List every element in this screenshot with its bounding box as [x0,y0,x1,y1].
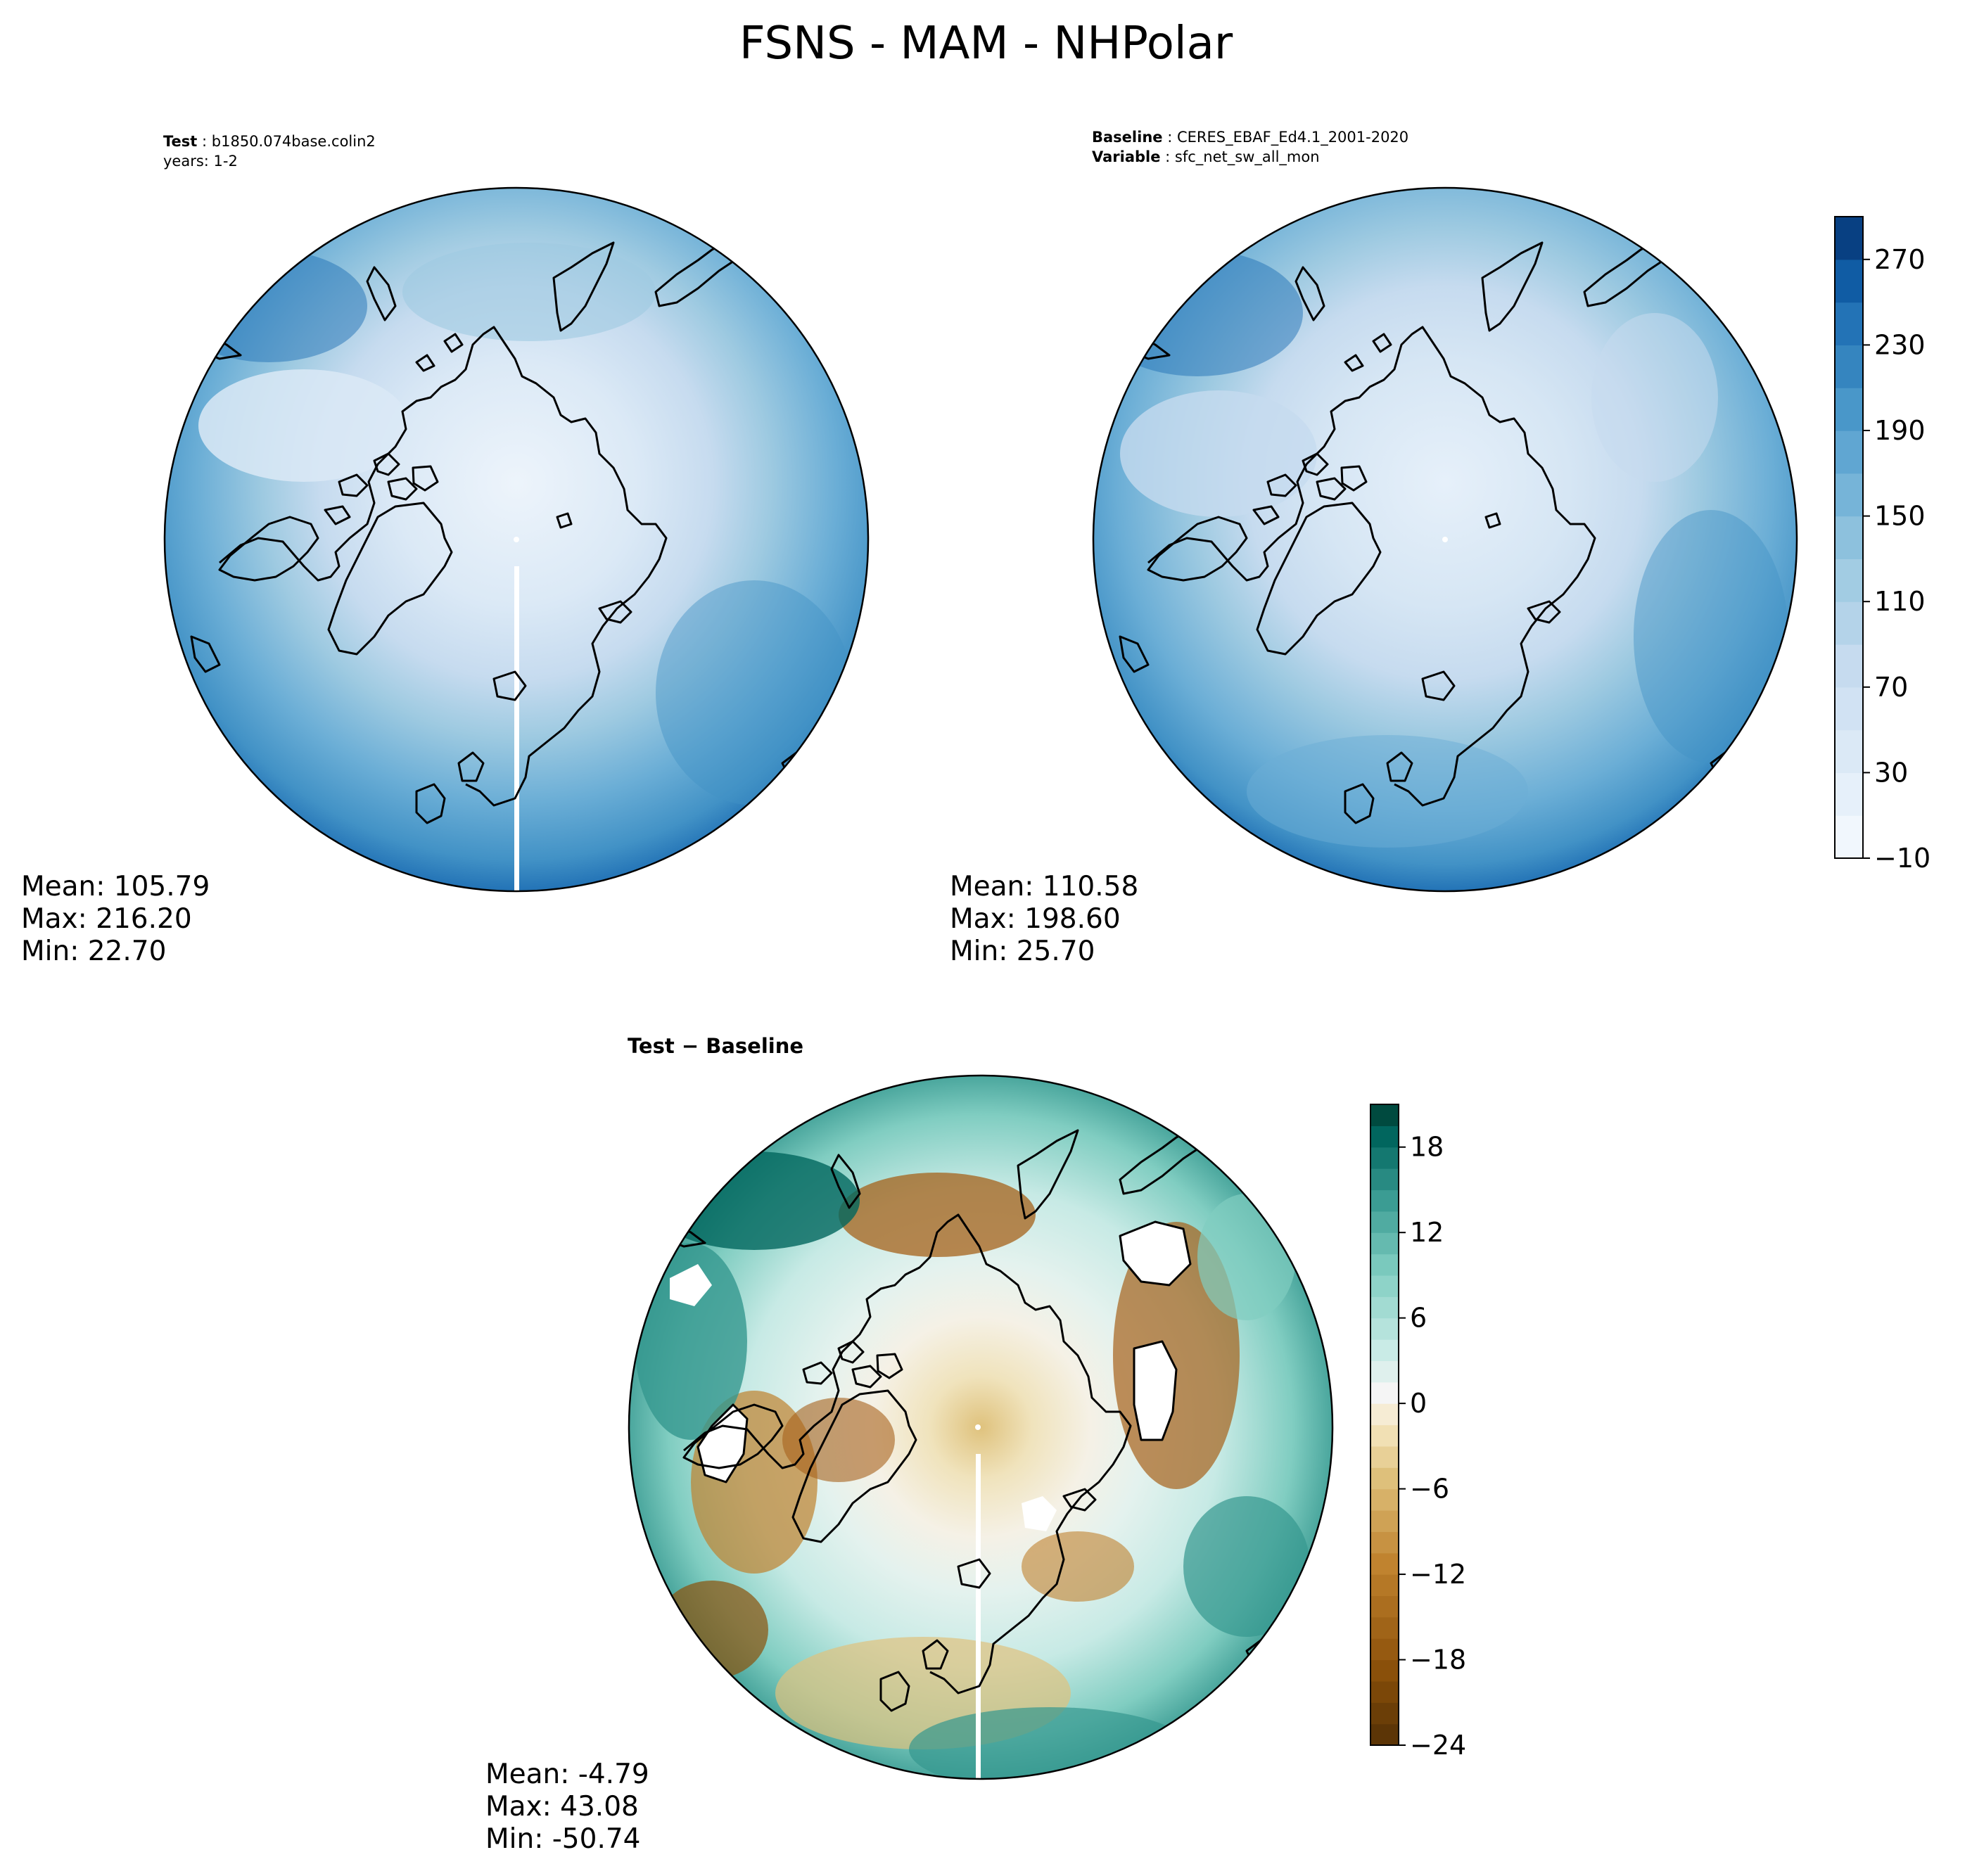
baseline-max: Max: 198.60 [950,903,1121,935]
blues-colorbar-tick-label: 270 [1874,244,1926,275]
brbg-colorbar-segment [1370,1680,1399,1703]
baseline-mean: Mean: 110.58 [950,871,1139,902]
brbg-colorbar-segment [1370,1232,1399,1255]
test-data-seam [514,566,519,891]
brbg-colorbar-segment [1370,1360,1399,1383]
blues-colorbar-segment [1835,345,1863,388]
brbg-colorbar-segment [1370,1702,1399,1725]
test-mean: Mean: 105.79 [21,871,210,902]
brbg-colorbar-segment [1370,1125,1399,1148]
blues-colorbar-segment [1835,302,1863,345]
blues-colorbar-frame [1834,216,1864,859]
brbg-colorbar-segment [1370,1467,1399,1490]
brbg-colorbar-tick-label: −18 [1410,1645,1466,1676]
brbg-colorbar-segment [1370,1424,1399,1447]
diff-data-seam [976,1454,981,1779]
brbg-colorbar-tick-label: 0 [1410,1388,1427,1419]
blues-colorbar-segment [1835,772,1863,816]
brbg-colorbar-tick-label: −12 [1410,1559,1466,1590]
diff-stats: Mean: -4.79 Max: 43.08 Min: -50.74 [485,1759,649,1856]
test-max: Max: 216.20 [21,903,192,935]
diff-mean: Mean: -4.79 [485,1759,649,1790]
brbg-colorbar-segment [1370,1616,1399,1639]
brbg-colorbar-segment [1370,1446,1399,1468]
brbg-colorbar: −24 −18 −12 −6 0 6 12 18 [1370,1104,1466,1761]
brbg-colorbar-segment [1370,1574,1399,1597]
baseline-header: Baseline : CERES_EBAF_Ed4.1_2001-2020 Va… [1092,129,1409,165]
brbg-colorbar-tick-label: −6 [1410,1474,1449,1505]
baseline-header-value2: sfc_net_sw_all_mon [1174,148,1320,165]
blues-colorbar-segment [1835,259,1863,303]
blues-colorbar-segment [1835,430,1863,474]
blues-colorbar-segment [1835,729,1863,773]
baseline-coastlines [1119,231,1734,824]
brbg-colorbar-segment [1370,1104,1399,1126]
blues-colorbar-tick-label: 190 [1874,415,1926,446]
brbg-colorbar-frame [1370,1104,1399,1746]
baseline-min: Min: 25.70 [950,936,1095,967]
test-stats: Mean: 105.79 Max: 216.20 Min: 22.70 [21,871,210,968]
baseline-map-boundary [1092,186,1798,893]
blues-colorbar-tick-label: 30 [1874,757,1908,788]
blues-colorbar-segment [1835,601,1863,645]
diff-max: Max: 43.08 [485,1791,639,1823]
brbg-colorbar-segment [1370,1339,1399,1361]
brbg-colorbar-segment [1370,1275,1399,1297]
brbg-colorbar-segment [1370,1723,1399,1746]
test-map-boundary [163,186,870,893]
blues-colorbar-segment [1835,217,1863,260]
brbg-colorbar-segment [1370,1147,1399,1169]
diff-map-boundary [628,1074,1334,1780]
baseline-header-label: Baseline [1092,129,1163,146]
blues-colorbar-segment [1835,388,1863,431]
baseline-header-label2: Variable [1092,148,1161,165]
brbg-colorbar-segment [1370,1403,1399,1426]
brbg-colorbar-tick-label: 12 [1410,1217,1444,1248]
test-min: Min: 22.70 [21,936,167,967]
brbg-colorbar-segment [1370,1189,1399,1212]
blues-colorbar-tick-label: 110 [1874,586,1926,617]
brbg-colorbar-segment [1370,1253,1399,1276]
brbg-colorbar-segment [1370,1552,1399,1575]
brbg-colorbar-tick-label: 18 [1410,1132,1444,1163]
brbg-colorbar-segment [1370,1595,1399,1618]
baseline-header-value: CERES_EBAF_Ed4.1_2001-2020 [1176,129,1409,146]
baseline-polar-map [1092,186,1798,893]
blues-colorbar-segment [1835,473,1863,517]
blues-colorbar-tick-label: 70 [1874,672,1908,703]
brbg-colorbar-segment [1370,1211,1399,1233]
blues-colorbar-tick-label: 230 [1874,329,1926,360]
brbg-colorbar-segment [1370,1638,1399,1661]
brbg-colorbar-segment [1370,1531,1399,1554]
blues-colorbar-tick-label: −10 [1874,843,1930,874]
figure-title: FSNS - MAM - NHPolar [739,18,1233,70]
brbg-colorbar-tick-label: −24 [1410,1730,1466,1761]
blues-colorbar-segment [1835,815,1863,859]
diff-title: Test − Baseline [628,1034,804,1058]
brbg-colorbar-segment [1370,1659,1399,1682]
blues-colorbar-segment [1835,516,1863,559]
blues-colorbar-segment [1835,559,1863,602]
blues-colorbar: −10 30 70 110 150 190 230 270 [1834,216,1930,874]
brbg-colorbar-segment [1370,1382,1399,1404]
test-polar-map [163,186,870,893]
diff-polar-map [628,1074,1334,1780]
baseline-stats: Mean: 110.58 Max: 198.60 Min: 25.70 [950,871,1138,968]
test-header-label: Test [163,133,198,150]
brbg-colorbar-segment [1370,1510,1399,1532]
blues-colorbar-segment [1835,687,1863,731]
test-header-years: years: 1-2 [163,153,238,170]
test-header-value: b1850.074base.colin2 [211,133,376,150]
brbg-colorbar-segment [1370,1488,1399,1511]
brbg-colorbar-segment [1370,1168,1399,1191]
brbg-colorbar-segment [1370,1317,1399,1340]
test-header: Test : b1850.074base.colin2 years: 1-2 [163,133,376,170]
blues-colorbar-tick-label: 150 [1874,501,1926,532]
brbg-colorbar-segment [1370,1296,1399,1319]
brbg-colorbar-tick-label: 6 [1410,1303,1427,1334]
diff-min: Min: -50.74 [485,1823,641,1855]
blues-colorbar-segment [1835,644,1863,688]
